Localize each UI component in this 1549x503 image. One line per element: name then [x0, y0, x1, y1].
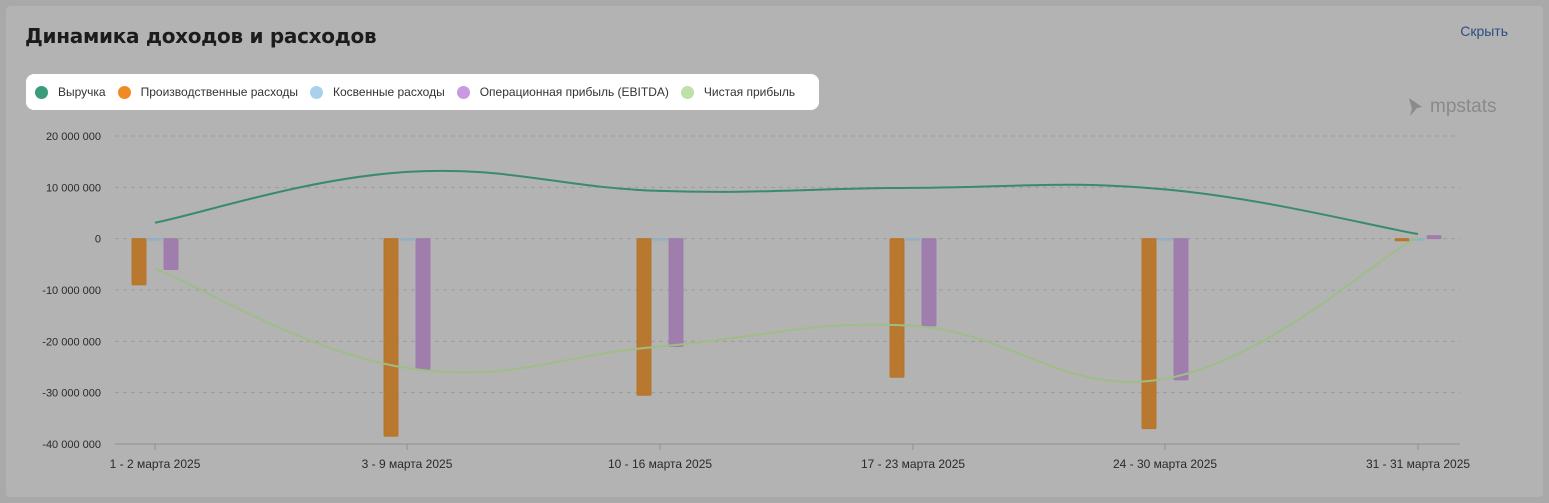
x-tick-label: 3 - 9 марта 2025 — [362, 457, 453, 471]
chart-legend: Выручка Производственные расходы Косвенн… — [26, 74, 820, 110]
y-tick-label: -30 000 000 — [42, 388, 101, 400]
legend-label: Производственные расходы — [140, 85, 298, 99]
bar-indirect — [905, 238, 921, 241]
bar-ebitda — [1426, 235, 1442, 240]
x-tick-label: 31 - 31 марта 2025 — [1366, 457, 1470, 471]
bar-indirect — [399, 238, 415, 241]
bar-production — [889, 238, 905, 378]
mpstats-watermark: mpstats — [1408, 96, 1497, 118]
bar-production — [1141, 238, 1157, 430]
bar-indirect — [652, 238, 668, 241]
y-tick-label: -20 000 000 — [42, 336, 101, 348]
y-tick-label: -10 000 000 — [42, 285, 101, 297]
legend-dot-icon — [117, 85, 131, 99]
bar-indirect — [1157, 238, 1173, 241]
bar-indirect — [147, 238, 163, 241]
x-tick-label: 17 - 23 марта 2025 — [861, 457, 965, 471]
bar-ebitda — [163, 238, 179, 270]
bar-production — [383, 238, 399, 437]
y-tick-label: -40 000 000 — [42, 439, 101, 451]
x-tick-label: 24 - 30 марта 2025 — [1113, 457, 1217, 471]
legend-item-ebitda[interactable]: Операционная прибыль (EBITDA) — [456, 85, 669, 99]
legend-dot-icon — [680, 85, 694, 99]
bar-production — [131, 238, 147, 286]
watermark-text: mpstats — [1430, 96, 1497, 117]
bar-production — [1394, 238, 1410, 242]
legend-label: Чистая прибыль — [703, 85, 796, 99]
legend-label: Выручка — [58, 85, 106, 99]
x-tick-label: 1 - 2 марта 2025 — [110, 457, 201, 471]
legend-dot-icon — [456, 85, 470, 99]
mpstats-logo-icon — [1409, 98, 1422, 116]
legend-dot-icon — [310, 85, 323, 99]
legend-dot-icon — [35, 85, 48, 99]
legend-item-indirect-costs[interactable]: Косвенные расходы — [310, 85, 445, 99]
legend-item-production-costs[interactable]: Производственные расходы — [117, 85, 298, 99]
x-tick-label: 10 - 16 марта 2025 — [608, 457, 712, 471]
revenue-line — [154, 169, 1419, 236]
bar-ebitda — [668, 238, 684, 347]
chart-title: Динамика доходов и расходов — [25, 24, 377, 48]
y-tick-label: 0 — [95, 234, 101, 246]
legend-label: Операционная прибыль (EBITDA) — [479, 85, 669, 99]
legend-item-revenue[interactable]: Выручка — [35, 85, 106, 99]
y-tick-label: 10 000 000 — [46, 182, 101, 194]
bar-ebitda — [1173, 238, 1189, 381]
bar-ebitda — [415, 238, 431, 371]
hide-chart-link[interactable]: Скрыть — [1460, 23, 1508, 39]
legend-item-net-profit[interactable]: Чистая прибыль — [680, 85, 796, 99]
net-profit-line — [154, 235, 1419, 383]
legend-label: Косвенные расходы — [333, 85, 445, 99]
y-tick-label: 20 000 000 — [46, 131, 101, 143]
bar-production — [636, 238, 652, 396]
bar-ebitda — [921, 238, 937, 327]
